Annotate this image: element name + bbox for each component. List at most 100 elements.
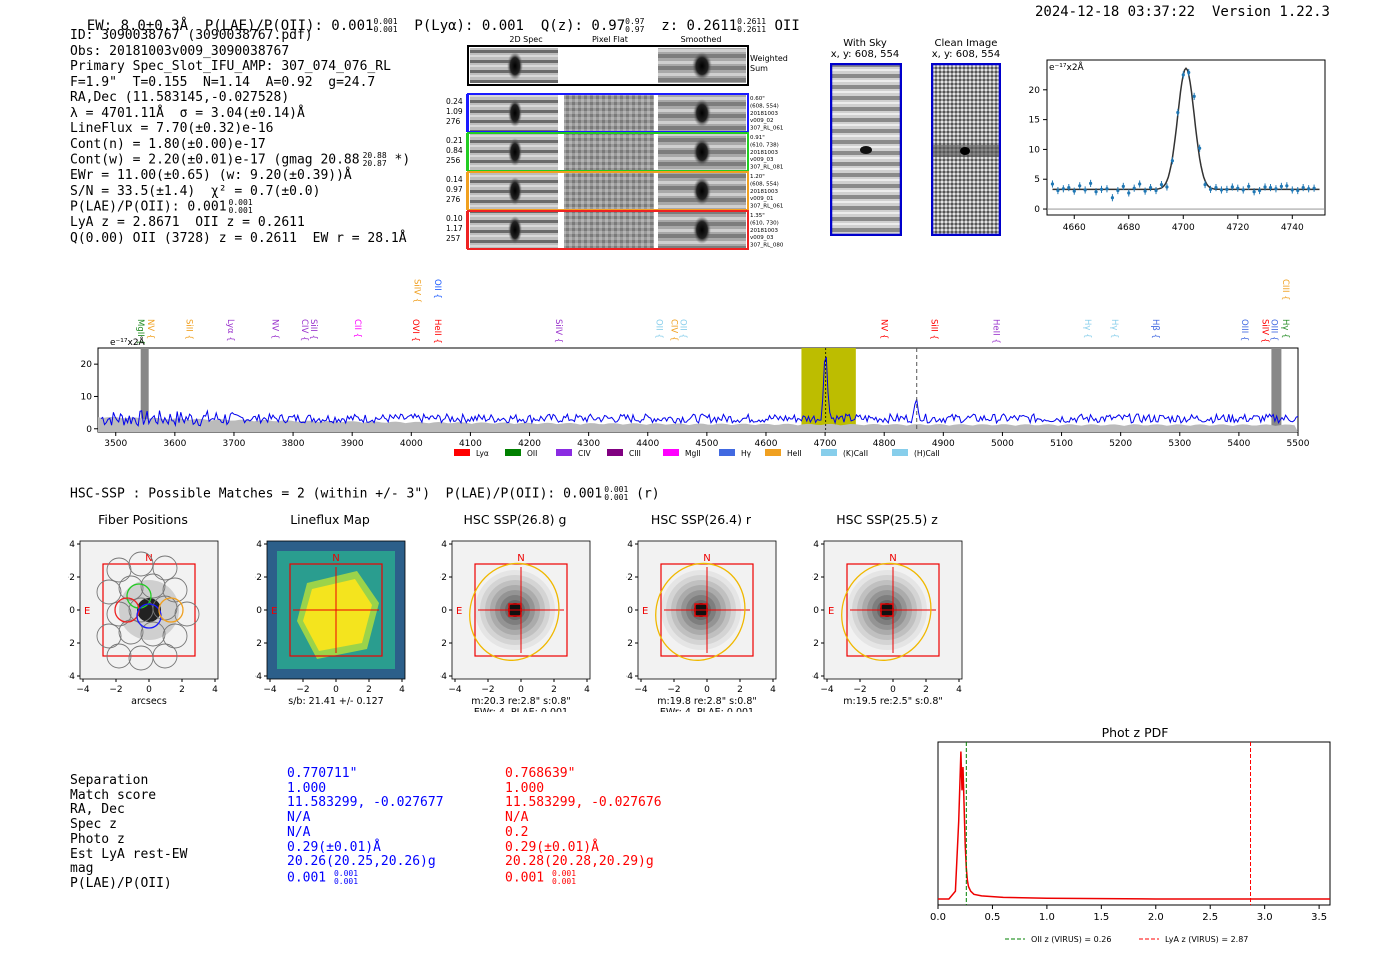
panel-ytick-label: 4 xyxy=(256,540,262,550)
header-z-sup: 0.2611 xyxy=(737,17,767,26)
match-blue-column: 0.770711" 1.000 11.583299, -0.027677 N/A… xyxy=(287,766,444,886)
cutout-right-value: 1.35" xyxy=(750,213,765,219)
cutout-right-value: (608, 554) xyxy=(750,181,779,187)
east-label: E xyxy=(828,606,834,617)
panel-ytick-label: 2 xyxy=(441,639,447,649)
withsky-title-box: With Sky x, y: 608, 554 xyxy=(828,38,902,60)
match-label-plae: P(LAE)/P(OII) xyxy=(70,875,172,891)
emission-line-label: SiII { xyxy=(308,319,318,340)
blue-plae-sup: 0.001 xyxy=(333,868,359,878)
emission-line-label: OII { xyxy=(654,319,664,339)
zoom-point xyxy=(1307,187,1311,191)
source-marker xyxy=(880,603,894,617)
zoom-point xyxy=(1072,189,1076,193)
red-score: 1.000 xyxy=(505,780,545,796)
emission-line-label: OVI { xyxy=(410,319,420,342)
zoom-point xyxy=(1050,182,1055,186)
panel-ytick-label: 0 xyxy=(256,606,262,616)
panel-caption-2: EWr: 4, PLAE: 0.001 xyxy=(660,707,754,712)
cutout-smoothed-source xyxy=(693,216,711,244)
legend-label: Hγ xyxy=(741,449,752,458)
cutout-right-value: 307_RL_061 xyxy=(750,126,783,132)
blue-ew: 0.29(±0.01)Å xyxy=(287,839,381,855)
withsky-title: With Sky xyxy=(843,38,887,49)
panel-title: HSC SSP(25.5) z xyxy=(836,512,938,527)
header-qz: Q(z): 0.97 xyxy=(540,18,626,34)
cutout-left-value: 0.97 xyxy=(446,185,463,194)
cutout-pixelflat xyxy=(564,173,654,209)
fiber-circle xyxy=(96,623,122,649)
cutout-left-value: 0.24 xyxy=(446,97,463,106)
cutout-right-value: 20181003 xyxy=(750,150,778,156)
source-marker xyxy=(508,603,522,617)
zoom-point xyxy=(1078,184,1082,188)
emission-line-label: CII { xyxy=(352,319,362,338)
panel-ytick-label: 4 xyxy=(627,540,633,550)
cutout-right-value: 0.91" xyxy=(750,135,765,141)
zoom-chart: e⁻¹⁷x2Å 0 5 10 15 20 4660 4680 4700 4720 4740 xyxy=(1029,59,1326,233)
zoom-point xyxy=(1132,186,1136,190)
weighted-smoothed-source xyxy=(692,52,712,80)
panel-image: N E −4−4 −2 2 0 0 2 −2 4 4 m:20.3 re:2.8" s:0.8"EWr… xyxy=(434,540,591,718)
spectrum-xtick-label: 4100 xyxy=(459,439,482,449)
header-line: EW: 8.0±0.3Å P(LAE)/P(OII): 0.0010.001 0.… xyxy=(70,2,800,35)
info-q: Q(0.00) OII (3728) z = 0.2611 EW r = 28.… xyxy=(70,230,407,246)
panel-2: Lineflux Map N E −4−4 −2 2 0 0 2 −2 4 4 s/b: 21.41 +… xyxy=(249,512,415,716)
cutout-row-marker xyxy=(466,172,469,210)
panel-xtick-label: −2 xyxy=(109,685,122,695)
zoom-marks: 0 5 10 15 20 4660 4680 4700 4720 4740 xyxy=(1029,67,1325,233)
zoom-point xyxy=(1274,187,1278,191)
emission-line-label: CIV { xyxy=(299,319,309,341)
panel-caption: m:19.5 re:2.5" s:0.8" xyxy=(843,696,943,707)
cutout-right-value: v009_03 xyxy=(750,157,774,163)
legend-swatch xyxy=(719,449,735,456)
legend-label: CIII xyxy=(629,449,641,458)
galaxy-ellipse xyxy=(841,562,932,661)
zoom-point xyxy=(1187,70,1191,75)
spectrum-xtick-label: 5300 xyxy=(1168,439,1191,449)
east-label: E xyxy=(456,606,462,617)
emission-line-label: Hγ { xyxy=(1082,319,1092,339)
match-red-column: 0.768639" 1.000 11.583299, -0.027676 N/A… xyxy=(505,766,662,886)
cutout-row-marker xyxy=(466,211,469,249)
aperture-box xyxy=(102,563,196,657)
panel-caption: arcsecs xyxy=(131,696,167,707)
photz-frame xyxy=(937,741,1331,906)
cutout-pixelflat xyxy=(564,212,654,248)
spectrum-ylabel: e⁻¹⁷x2Å xyxy=(110,336,146,348)
zoom-point xyxy=(1192,94,1196,98)
emission-line-label: OIII { xyxy=(1239,319,1249,341)
red-radec: 11.583299, -0.027676 xyxy=(505,795,662,811)
hsc-end: (r) xyxy=(628,486,660,502)
zoom-ylabel: e⁻¹⁷x2Å xyxy=(1049,61,1085,73)
info-contw: Cont(w) = 2.20(±0.01)e-17 (gmag 20.88 xyxy=(70,152,360,168)
photz-marks: 0.0 0.5 1.0 1.5 2.0 2.5 3.0 3.5 xyxy=(930,742,1330,923)
spectrum-xtick-label: 5200 xyxy=(1109,439,1132,449)
lineflux-core xyxy=(303,579,372,651)
panel-image: N E −4−4 −2 2 0 0 2 −2 4 4 m:19.8 re:2.8" s:0.8"EWr… xyxy=(620,540,777,718)
info-block: ID: 3090038767 (3090038767.pdf) Obs: 201… xyxy=(70,28,410,246)
panel-xtick-label: −2 xyxy=(667,685,680,695)
panel-ytick-label: 0 xyxy=(627,606,633,616)
zoom-point xyxy=(1154,188,1158,193)
info-radec: RA,Dec (11.583145,-0.027528) xyxy=(70,90,290,105)
red-plae-sub: 0.001 xyxy=(551,876,577,886)
fiber-circle xyxy=(140,621,166,647)
cutout-pixelflat xyxy=(564,134,654,170)
cutout-source xyxy=(508,138,522,166)
header-z: z: 0.2611 xyxy=(661,18,738,34)
spectrum-masked-region xyxy=(140,348,149,432)
photz-xtick-label: 1.5 xyxy=(1093,912,1109,923)
clean-title: Clean Image xyxy=(934,38,998,49)
info-plae-sup: 0.001 xyxy=(228,198,253,207)
panel-xtick-label: 2 xyxy=(366,685,372,695)
match-label-separation: Separation xyxy=(70,773,149,788)
zoom-point xyxy=(1143,189,1147,193)
blue-plae: 0.001 xyxy=(287,870,327,886)
match-label-photoz: Photo z xyxy=(70,831,125,847)
zoom-point xyxy=(1198,146,1202,150)
cutout-source xyxy=(508,177,522,205)
legend-label: MgII xyxy=(685,449,701,458)
panel-xtick-label: −4 xyxy=(76,685,90,695)
info-lineflux: LineFlux = 7.70(±0.32)e-16 xyxy=(70,121,274,136)
